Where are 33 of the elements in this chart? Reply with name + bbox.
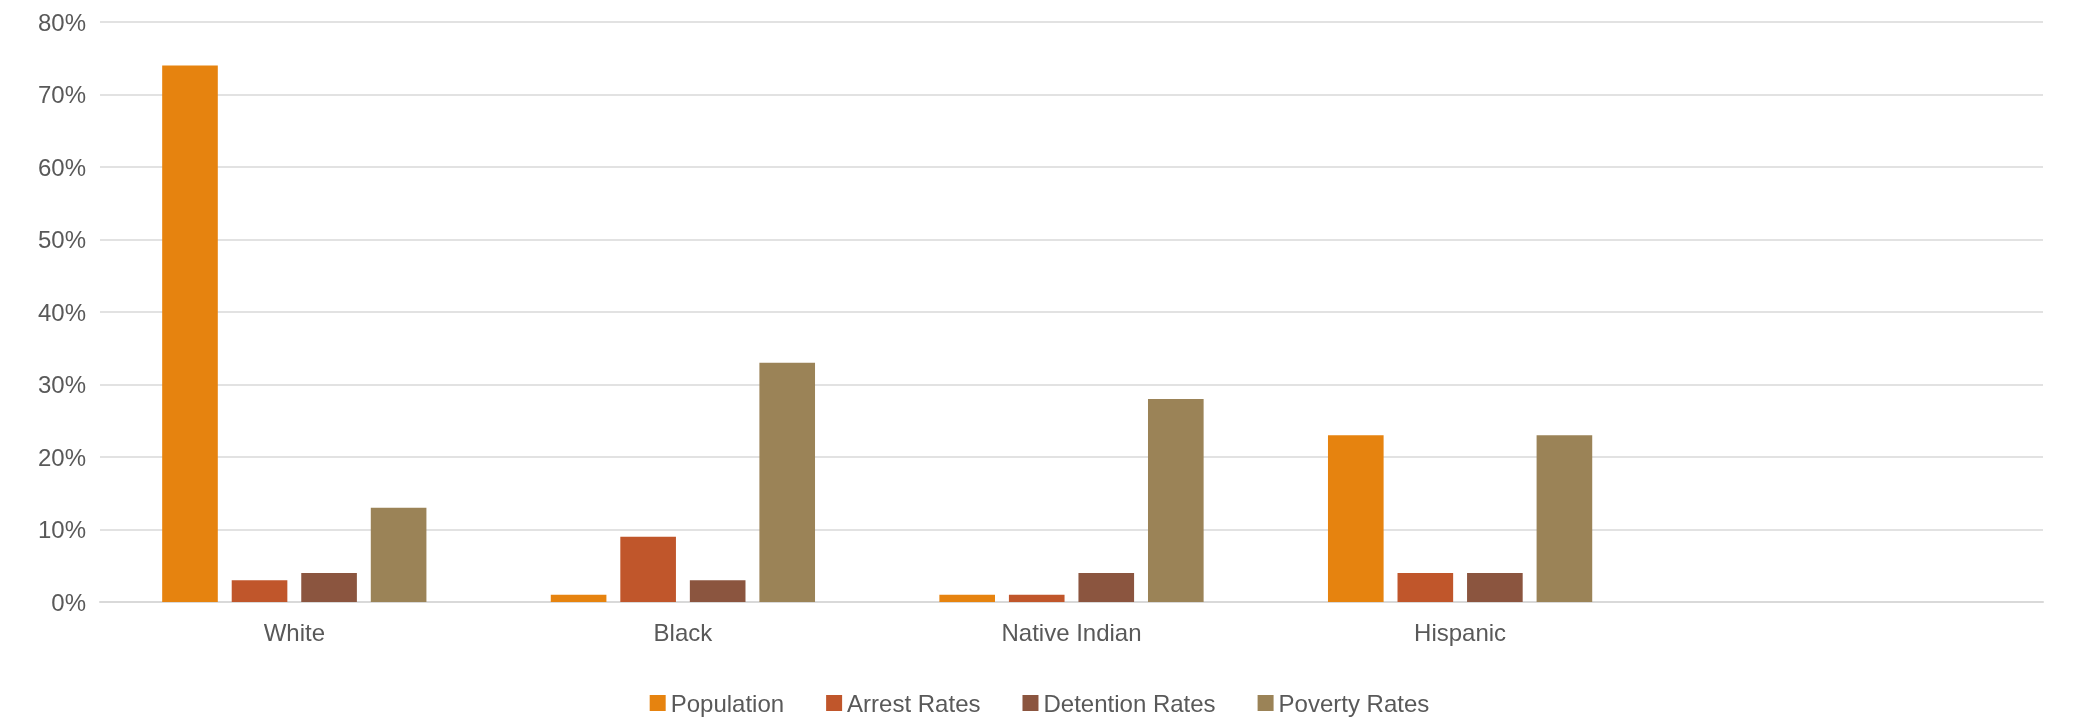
bar — [1536, 435, 1593, 602]
y-tick-label: 0% — [51, 588, 86, 616]
bar — [689, 580, 746, 602]
y-tick-label: 50% — [37, 226, 86, 253]
bar — [1327, 435, 1384, 602]
x-tick-label: Hispanic — [1414, 618, 1507, 646]
bar — [620, 536, 676, 602]
x-tick-label: Native Indian — [1001, 618, 1142, 646]
bar — [1078, 573, 1135, 602]
legend-label: Arrest Rates — [847, 689, 981, 717]
bar — [231, 580, 288, 602]
bar — [370, 507, 427, 602]
legend-label: Detention Rates — [1043, 689, 1216, 717]
bar — [162, 65, 218, 602]
bar — [939, 594, 996, 602]
legend-label: Population — [670, 689, 785, 717]
bar — [1397, 573, 1454, 602]
y-tick-label: 10% — [37, 516, 86, 543]
y-tick-label: 80% — [37, 8, 86, 36]
bar — [550, 594, 607, 602]
y-tick-label: 60% — [37, 153, 86, 181]
y-tick-label: 30% — [37, 371, 86, 398]
x-tick-label: Black — [653, 618, 714, 646]
y-tick-label: 20% — [37, 443, 86, 471]
y-tick-label: 40% — [37, 298, 86, 326]
bar — [1008, 594, 1065, 602]
bar — [1467, 573, 1523, 602]
legend-label: Poverty Rates — [1278, 689, 1430, 717]
bar — [759, 362, 816, 602]
x-tick-label: White — [263, 618, 325, 646]
y-tick-label: 70% — [37, 81, 86, 108]
bar — [1147, 399, 1204, 602]
bar — [301, 573, 357, 602]
